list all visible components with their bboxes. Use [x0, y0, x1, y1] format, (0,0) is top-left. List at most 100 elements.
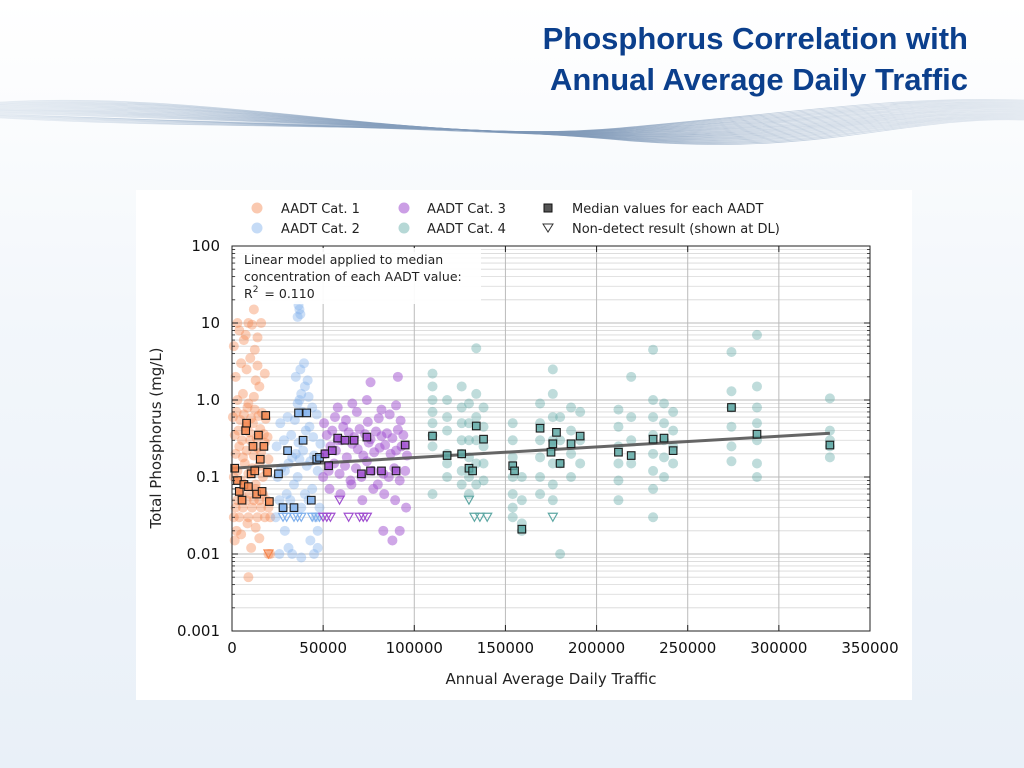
median-marker: [727, 403, 736, 412]
data-point: [238, 335, 249, 346]
data-points: [227, 300, 835, 583]
data-point: [230, 502, 241, 513]
data-point: [259, 512, 270, 523]
data-point: [626, 458, 637, 469]
data-point: [252, 360, 263, 371]
x-tick-label: 200000: [568, 639, 625, 657]
data-point: [555, 549, 566, 559]
data-point: [427, 395, 438, 405]
data-point: [471, 458, 482, 469]
plot-frame: [231, 245, 871, 632]
legend-marker-median: [543, 203, 553, 213]
median-marker: [614, 447, 623, 457]
median-marker: [265, 497, 274, 506]
data-point: [237, 452, 248, 463]
data-point: [262, 432, 273, 443]
data-point: [824, 452, 835, 463]
data-point: [668, 406, 679, 417]
data-point: [394, 525, 405, 536]
legend-marker-cat1: [251, 202, 263, 214]
data-point: [252, 332, 263, 343]
legend-marker-cat3: [398, 202, 410, 214]
data-point: [471, 479, 482, 490]
data-point: [751, 472, 762, 482]
median-marker: [546, 447, 556, 457]
data-point: [308, 432, 319, 443]
median-marker: [668, 446, 678, 455]
nondetect-marker: [481, 512, 493, 523]
median-marker: [825, 440, 835, 450]
data-point: [398, 430, 409, 441]
data-point: [234, 325, 245, 336]
data-point: [288, 479, 299, 490]
data-point: [246, 542, 257, 553]
data-point: [442, 472, 453, 482]
data-point: [243, 318, 254, 328]
data-point: [351, 406, 362, 417]
data-point: [234, 512, 245, 523]
data-point: [248, 304, 259, 315]
data-point: [726, 347, 737, 358]
data-point: [368, 483, 379, 494]
data-point: [271, 441, 282, 452]
data-point: [659, 398, 670, 409]
data-point: [253, 410, 264, 421]
x-axis-title: Annual Average Daily Traffic: [445, 670, 656, 688]
data-point: [290, 371, 301, 382]
data-point: [387, 535, 398, 546]
data-point: [243, 398, 254, 409]
x-tick-label: 350000: [841, 639, 898, 657]
data-point: [236, 358, 247, 369]
median-marker: [255, 454, 265, 464]
data-point: [250, 375, 261, 386]
data-point: [400, 465, 411, 476]
data-point: [274, 495, 285, 506]
legend-marker-cat4: [398, 222, 410, 234]
slide-title-line1: Phosphorus Correlation with: [542, 21, 968, 56]
legend-label-cat4: AADT Cat. 4: [427, 222, 506, 237]
data-point: [281, 489, 292, 500]
data-point: [442, 412, 453, 423]
data-point: [329, 412, 340, 423]
nondetect-marker: [343, 512, 355, 523]
data-point: [384, 409, 395, 420]
legend-label-cat1: AADT Cat. 1: [281, 202, 360, 217]
median-marker: [327, 446, 337, 455]
legend: AADT Cat. 1 AADT Cat. 2 AADT Cat. 3 AADT…: [251, 202, 780, 237]
data-point: [230, 371, 241, 382]
data-point: [241, 364, 252, 375]
data-point: [312, 542, 323, 553]
y-tick-label: 0.001: [177, 622, 220, 640]
data-point: [613, 495, 624, 506]
model-annotation: Linear model applied to median concentra…: [236, 248, 481, 304]
median-marker: [659, 433, 669, 443]
data-point: [259, 368, 270, 379]
data-point: [463, 435, 474, 446]
median-marker: [324, 461, 333, 471]
data-point: [283, 542, 294, 553]
nondetect-marker: [295, 512, 307, 523]
data-point: [751, 458, 762, 469]
data-point: [456, 479, 467, 490]
y-axis-title: Total Phosphorus (mg/L): [147, 347, 165, 529]
data-point: [380, 440, 391, 451]
data-point: [547, 458, 558, 469]
nondetect-marker: [281, 512, 293, 523]
legend-marker-cat2: [251, 222, 263, 234]
median-marker: [244, 482, 253, 491]
data-point: [357, 495, 368, 506]
data-point: [613, 421, 624, 432]
median-marker: [259, 442, 269, 451]
data-point: [427, 381, 438, 392]
data-point: [547, 412, 558, 423]
median-marker: [349, 435, 359, 445]
data-point: [256, 318, 267, 328]
data-point: [442, 425, 453, 436]
data-point: [307, 483, 318, 494]
data-point: [299, 381, 310, 392]
data-point: [613, 404, 624, 415]
data-point: [300, 425, 311, 436]
data-point: [427, 406, 438, 417]
data-point: [535, 489, 546, 500]
data-point: [648, 395, 659, 405]
